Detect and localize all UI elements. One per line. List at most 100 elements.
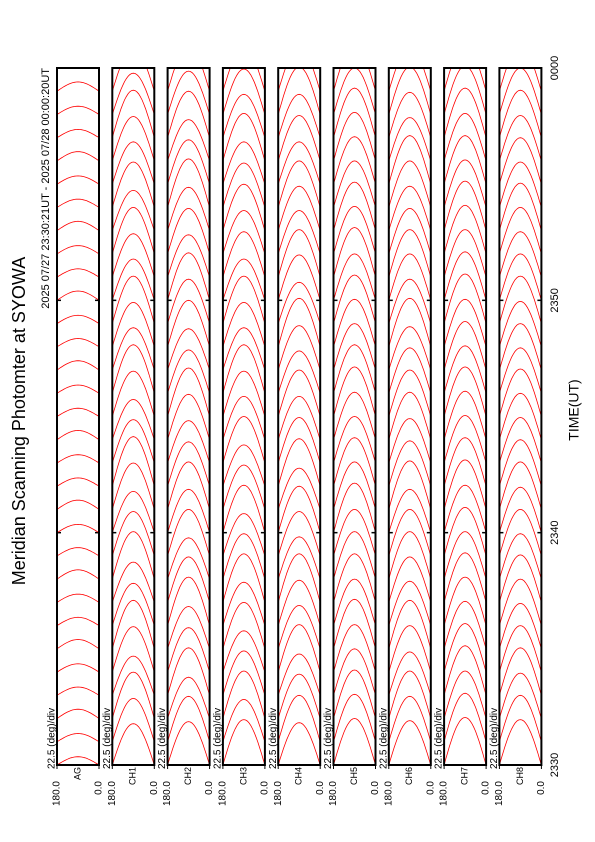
scan-curve — [112, 723, 155, 765]
y-tick-label: 180.0 — [218, 781, 229, 806]
scan-curve — [388, 185, 431, 231]
scan-curve — [388, 135, 431, 185]
scan-curve — [388, 625, 431, 673]
scan-curve — [444, 506, 487, 557]
scan-curve — [444, 437, 487, 487]
scan-curve — [499, 275, 542, 324]
curves — [222, 68, 265, 765]
scan-curve — [167, 252, 210, 301]
scale-label: 22.5 (deg)/div — [213, 708, 224, 769]
scan-curve — [388, 599, 431, 649]
scale-label: 22.5 (deg)/div — [434, 708, 445, 769]
scan-curve — [222, 630, 265, 673]
scan-curve — [499, 533, 542, 580]
scan-curve — [444, 692, 487, 742]
scan-curve — [499, 486, 542, 533]
scan-curve — [499, 68, 542, 115]
scan-curve — [278, 281, 321, 324]
scan-curve — [57, 686, 99, 696]
panel: 22.5 (deg)/div CH1 180.0 0.0 — [102, 67, 160, 806]
scan-curve — [278, 93, 321, 138]
scan-curve — [222, 210, 265, 255]
scan-curve — [57, 198, 99, 208]
scan-curve — [222, 698, 265, 742]
scan-curve — [167, 676, 210, 719]
scan-curve — [388, 580, 431, 626]
scan-curve — [333, 323, 376, 371]
scan-curve — [112, 511, 155, 557]
scan-curve — [112, 697, 155, 742]
scan-curve — [112, 161, 155, 208]
scan-curve — [112, 327, 155, 371]
scan-curve — [57, 454, 99, 464]
scan-curve — [388, 460, 431, 510]
scan-curve — [278, 325, 321, 371]
scan-curve — [444, 366, 487, 417]
scan-curve — [222, 258, 265, 301]
scan-curve — [388, 253, 431, 301]
scan-curve — [278, 511, 321, 557]
scan-curve — [57, 314, 99, 324]
scan-curve — [57, 407, 99, 417]
x-tick-label: 2330 — [549, 753, 561, 777]
scan-curve — [444, 251, 487, 301]
scan-curve — [444, 229, 487, 278]
scan-curve — [333, 87, 376, 138]
scan-curve — [388, 68, 431, 115]
scan-curve — [499, 578, 542, 626]
scan-curve — [112, 258, 155, 301]
y-tick-label: 0.0 — [94, 781, 105, 795]
scan-curve — [499, 554, 542, 603]
scan-curve — [333, 578, 376, 626]
panel-frame — [56, 67, 100, 766]
scan-curve — [112, 436, 155, 487]
panel: 22.5 (deg)/div CH2 180.0 0.0 — [157, 67, 215, 806]
scan-curve — [333, 531, 376, 580]
scan-curve — [388, 508, 431, 557]
scan-curve — [222, 112, 265, 162]
scan-curve — [57, 499, 99, 510]
scan-curve — [499, 253, 542, 301]
scan-curve — [112, 301, 155, 347]
channel-label: CH2 — [183, 767, 193, 785]
curves — [333, 68, 376, 765]
scan-curve — [499, 461, 542, 510]
scan-curve — [112, 671, 155, 719]
scan-curve — [499, 323, 542, 371]
scan-curve — [278, 485, 321, 533]
panel-frame — [166, 67, 211, 766]
scale-label: 22.5 (deg)/div — [102, 708, 113, 769]
panel: 22.5 (deg)/div CH8 180.0 0.0 — [489, 67, 547, 806]
scan-curve — [112, 370, 155, 417]
scan-curve — [167, 207, 210, 255]
scan-curve — [388, 720, 431, 765]
scan-curve — [278, 438, 321, 487]
scan-curve — [222, 141, 265, 185]
scan-curve — [112, 462, 155, 510]
scan-curve — [499, 89, 542, 138]
scale-label: 22.5 (deg)/div — [157, 708, 168, 769]
scan-curve — [333, 274, 376, 324]
scan-curve — [444, 390, 487, 440]
channel-label: CH6 — [404, 767, 414, 785]
scan-curve — [499, 347, 542, 394]
scan-curve — [222, 670, 265, 719]
scan-curve — [57, 523, 99, 534]
scan-curve — [167, 627, 210, 673]
y-tick-label: 180.0 — [273, 781, 284, 806]
scan-curve — [388, 695, 431, 742]
scan-curve — [222, 533, 265, 580]
scan-curve — [57, 128, 99, 139]
scan-curve — [278, 417, 321, 464]
scan-curve — [167, 234, 210, 278]
scan-curve — [57, 290, 99, 301]
curves — [388, 68, 431, 765]
scan-curve — [444, 321, 487, 371]
scan-curve — [278, 68, 321, 115]
scan-curve — [167, 299, 210, 347]
scan-curve — [444, 645, 487, 696]
scan-curve — [388, 440, 431, 487]
scan-curve — [333, 68, 376, 115]
scan-curve — [112, 561, 155, 603]
scan-curve — [333, 553, 376, 603]
